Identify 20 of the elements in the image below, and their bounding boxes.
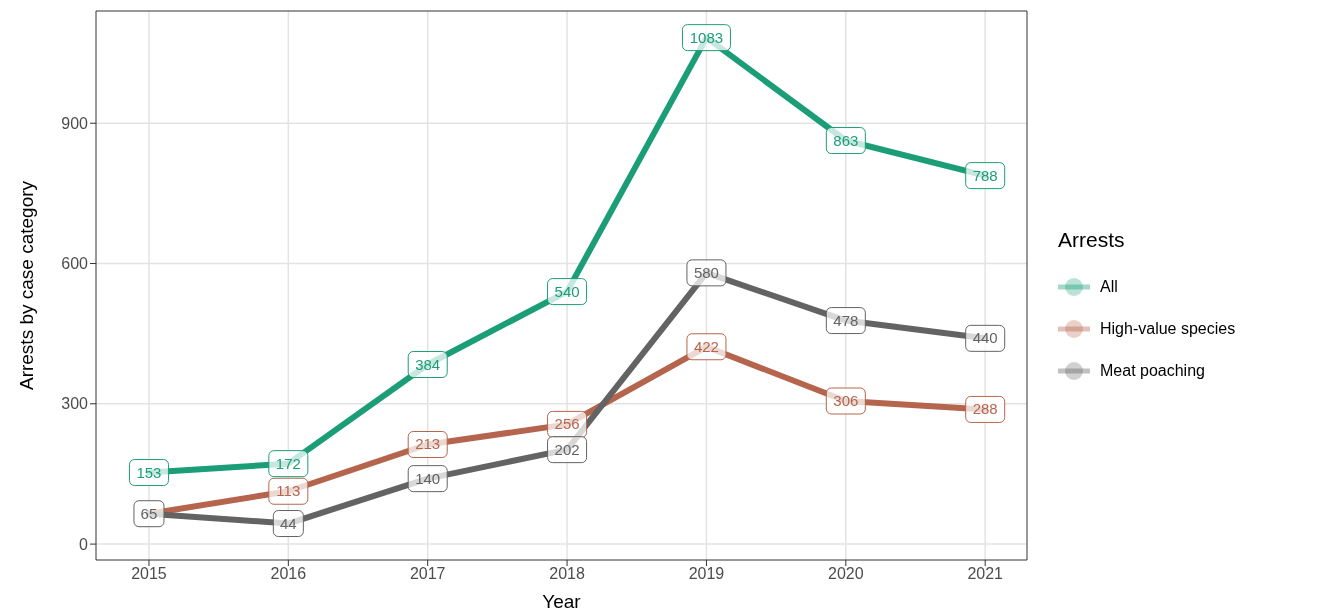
y-tick-label: 0 [79,535,89,553]
data-label: 1083 [689,28,724,46]
data-label: 65 [140,504,158,522]
x-tick-label: 2018 [549,565,585,583]
y-tick-label: 600 [61,255,89,273]
x-tick-label: 2020 [828,565,864,583]
data-label: 44 [279,514,297,532]
legend-label: High-value species [1100,320,1236,338]
x-tick-label: 2016 [270,565,307,583]
legend-title: Arrests [1058,228,1126,252]
y-axis-title: Arrests by case category [15,180,37,391]
legend-label: Meat poaching [1100,362,1205,380]
x-tick-label: 2017 [409,565,446,583]
x-tick-label: 2015 [131,565,167,583]
legend-label: All [1100,278,1118,296]
x-tick-label: 2021 [967,565,1004,583]
x-axis-title: Year [542,591,582,612]
y-tick-label: 300 [61,395,89,413]
x-tick-label: 2019 [688,565,725,583]
y-tick-label: 900 [61,114,89,132]
